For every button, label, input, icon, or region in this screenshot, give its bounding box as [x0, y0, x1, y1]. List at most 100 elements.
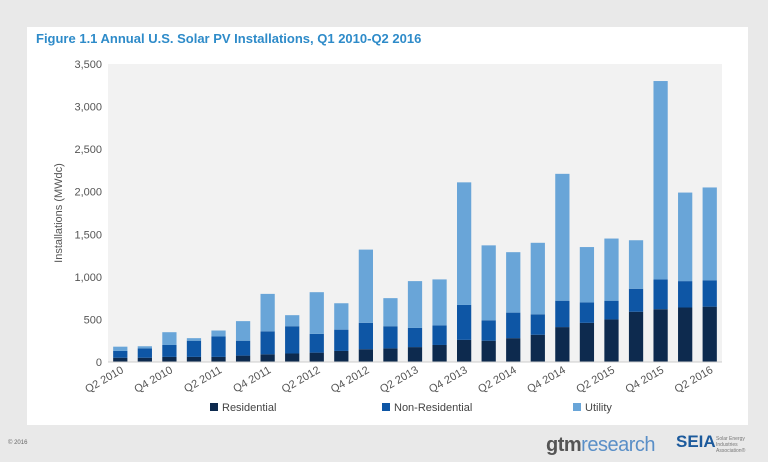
x-tick-label: Q4 2014 [525, 364, 568, 395]
legend-swatch-non-residential [382, 403, 390, 411]
bar-utility-q2-2013 [407, 281, 423, 328]
bar-utility-q4-2014 [555, 173, 570, 301]
bar-utility-q1-2012 [285, 315, 300, 327]
x-tick-label: Q2 2011 [182, 364, 224, 395]
bar-non-residential-q3-2011 [235, 340, 251, 356]
bar-residential-q1-2011 [186, 356, 202, 362]
bar-residential-q1-2014 [481, 340, 496, 362]
bar-non-residential-q3-2013 [432, 325, 447, 345]
bar-utility-q4-2015 [653, 81, 668, 280]
legend-label-utility: Utility [585, 402, 612, 414]
bar-non-residential-q4-2011 [260, 331, 275, 355]
bar-utility-q3-2015 [628, 240, 644, 289]
x-tick-label: Q4 2013 [427, 364, 470, 395]
x-tick-label: Q2 2016 [673, 364, 716, 395]
bar-non-residential-q4-2015 [653, 279, 668, 310]
bar-residential-q4-2015 [653, 309, 668, 362]
x-tick-label: Q4 2010 [132, 364, 175, 395]
seia-logo: SEIA [676, 432, 716, 451]
bar-residential-q4-2014 [555, 327, 570, 362]
bar-residential-q1-2012 [285, 353, 300, 362]
bar-non-residential-q2-2010 [113, 350, 128, 358]
bar-residential-q2-2010 [113, 357, 128, 362]
seia-logo-subtitle: Solar Energy Industries Association® [716, 436, 746, 454]
bar-utility-q1-2015 [579, 247, 595, 303]
bar-residential-q3-2013 [432, 344, 447, 362]
bar-utility-q3-2011 [235, 321, 251, 341]
bar-non-residential-q3-2010 [137, 348, 152, 358]
bar-non-residential-q3-2014 [530, 314, 545, 335]
bar-utility-q4-2010 [162, 332, 177, 345]
bar-non-residential-q4-2010 [162, 344, 177, 357]
bar-utility-q2-2014 [506, 252, 521, 313]
legend-swatch-utility [573, 403, 581, 411]
bar-utility-q4-2013 [456, 182, 472, 305]
bar-residential-q3-2010 [137, 357, 152, 362]
bar-residential-q2-2014 [506, 338, 521, 362]
bar-non-residential-q1-2012 [285, 326, 300, 354]
bar-non-residential-q2-2015 [604, 300, 619, 320]
bar-residential-q3-2011 [235, 355, 251, 362]
x-tick-label: Q4 2012 [329, 364, 372, 395]
y-tick-label: 2,500 [74, 144, 102, 156]
bar-utility-q1-2011 [186, 338, 202, 341]
bar-non-residential-q1-2011 [186, 340, 202, 357]
bar-utility-q2-2010 [113, 346, 128, 351]
bar-non-residential-q2-2014 [506, 312, 521, 339]
y-tick-label: 3,000 [74, 102, 102, 114]
bar-utility-q1-2016 [678, 192, 693, 282]
bar-non-residential-q4-2014 [555, 300, 570, 328]
bar-residential-q1-2013 [383, 348, 398, 362]
bar-utility-q1-2013 [383, 298, 398, 327]
legend-swatch-residential [210, 403, 218, 411]
bar-non-residential-q1-2016 [678, 281, 693, 308]
bar-non-residential-q1-2015 [579, 302, 595, 323]
bar-non-residential-q3-2015 [628, 288, 644, 312]
bar-non-residential-q2-2011 [211, 336, 226, 357]
bar-utility-q2-2012 [309, 292, 324, 334]
bar-non-residential-q3-2012 [334, 329, 349, 351]
legend-label-residential: Residential [222, 402, 276, 414]
bar-residential-q4-2013 [456, 339, 472, 362]
bar-non-residential-q1-2013 [383, 326, 398, 349]
bar-non-residential-q4-2012 [358, 322, 374, 350]
x-tick-label: Q2 2015 [574, 364, 617, 395]
legend-label-non-residential: Non-Residential [394, 402, 472, 414]
y-tick-label: 1,500 [74, 229, 102, 241]
bar-residential-q3-2015 [628, 311, 644, 362]
bar-residential-q4-2011 [260, 354, 275, 362]
y-tick-label: 3,500 [74, 59, 102, 71]
y-tick-label: 0 [96, 357, 102, 369]
x-tick-label: Q2 2013 [378, 364, 421, 395]
x-tick-label: Q4 2011 [231, 364, 273, 395]
bar-residential-q2-2013 [407, 347, 423, 362]
x-tick-label: Q2 2014 [476, 364, 519, 395]
bar-utility-q4-2012 [358, 249, 374, 323]
chart-title: Figure 1.1 Annual U.S. Solar PV Installa… [36, 31, 422, 46]
bar-residential-q2-2016 [702, 306, 717, 362]
gtm-research-logo: gtmresearch [546, 434, 655, 456]
y-tick-label: 2,000 [74, 187, 102, 199]
bar-non-residential-q2-2013 [407, 327, 423, 348]
bar-utility-q2-2016 [702, 187, 717, 281]
bar-utility-q3-2012 [334, 303, 349, 330]
bar-residential-q2-2011 [211, 356, 226, 362]
bar-non-residential-q2-2012 [309, 333, 324, 353]
copyright: © 2016 [8, 440, 28, 446]
bar-residential-q3-2014 [530, 334, 545, 362]
bar-residential-q2-2015 [604, 319, 619, 362]
bar-utility-q2-2015 [604, 238, 619, 301]
bar-residential-q4-2010 [162, 356, 177, 362]
y-tick-label: 1,000 [74, 272, 102, 284]
bar-utility-q3-2013 [432, 279, 447, 326]
bar-utility-q1-2014 [481, 245, 496, 321]
x-tick-label: Q2 2012 [280, 364, 323, 395]
bar-utility-q4-2011 [260, 293, 275, 332]
y-tick-label: 500 [84, 314, 102, 326]
bar-residential-q4-2012 [358, 349, 374, 362]
bar-utility-q3-2010 [137, 346, 152, 349]
bar-residential-q3-2012 [334, 350, 349, 362]
bar-residential-q1-2015 [579, 322, 595, 362]
bar-non-residential-q2-2016 [702, 280, 717, 307]
